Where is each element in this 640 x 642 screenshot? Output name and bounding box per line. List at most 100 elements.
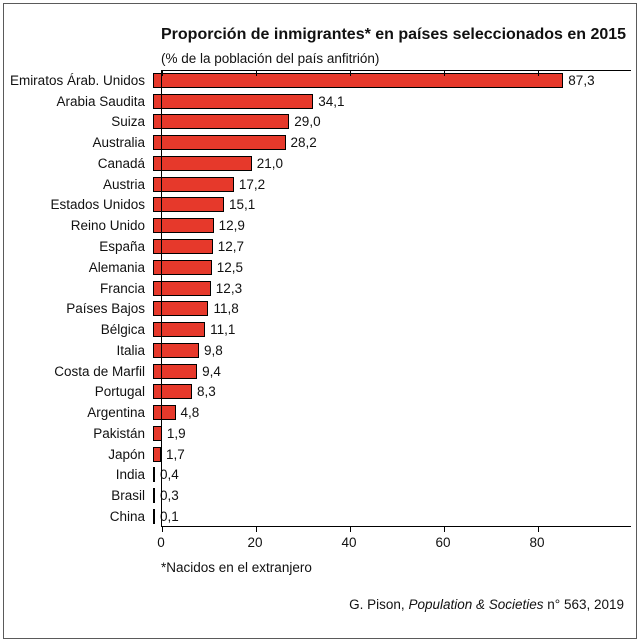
bar-row: Emiratos Árab. Unidos 87,3: [4, 70, 634, 91]
value-label: 9,4: [202, 363, 221, 379]
country-label: Austria: [102, 176, 145, 192]
x-tick-label: 60: [435, 535, 451, 550]
bar: [153, 342, 200, 358]
tick-mark-bottom: [350, 526, 351, 532]
bar-rows: Emiratos Árab. Unidos 87,3 Arabia Saudita 3…: [4, 70, 634, 527]
bar: [153, 425, 162, 441]
bar-row: Italia 9,8: [4, 340, 634, 361]
country-label: India: [115, 467, 145, 483]
bar: [153, 259, 212, 275]
bar-row: Estados Unidos 15,1: [4, 195, 634, 216]
bar-track: 0,4: [153, 467, 634, 483]
bar-row: Bélgica 11,1: [4, 319, 634, 340]
bar-row: Canadá 21,0: [4, 153, 634, 174]
source-journal: Population & Societies: [408, 597, 544, 612]
bar-track: 0,3: [153, 488, 634, 504]
country-label: Suiza: [111, 114, 145, 130]
bar: [153, 239, 213, 254]
bar-row: Portugal 8,3: [4, 381, 634, 402]
x-tick-label: 20: [247, 535, 263, 550]
bar-track: 8,3: [153, 384, 634, 400]
value-label: 12,7: [217, 239, 244, 254]
country-label: Arabia Saudita: [56, 93, 145, 109]
bar-track: 4,8: [153, 405, 634, 421]
bar-track: 11,8: [153, 301, 634, 317]
tick-mark-bottom: [444, 526, 445, 532]
value-label: 1,9: [166, 425, 186, 441]
bar-track: 9,8: [153, 342, 634, 358]
chart-subtitle: (% de la población del país anfitrión): [161, 51, 380, 66]
bar-track: 12,5: [153, 259, 634, 275]
value-label: 17,2: [238, 176, 266, 192]
country-label: Bélgica: [100, 322, 145, 338]
chart-title: Proporción de inmigrantes* en países sel…: [161, 26, 627, 43]
bar-row: Argentina 4,8: [4, 402, 634, 423]
bar-track: 17,2: [153, 176, 634, 192]
country-label: España: [99, 239, 145, 254]
bar-track: 9,4: [153, 363, 634, 379]
country-label: Italia: [116, 342, 145, 358]
country-label: Brasil: [111, 488, 145, 504]
bar-track: 28,2: [153, 135, 634, 151]
value-label: 0,3: [160, 488, 179, 504]
value-label: 29,0: [294, 114, 321, 130]
bar-track: 29,0: [153, 114, 634, 130]
value-label: 11,8: [213, 301, 239, 317]
bar-row: España 12,7: [4, 236, 634, 257]
bar: [153, 446, 161, 462]
bar-track: 0,1: [153, 508, 634, 524]
bar: [153, 467, 155, 483]
bar-track: 12,3: [153, 280, 634, 296]
bar-row: India 0,4: [4, 465, 634, 486]
bar: [153, 384, 192, 400]
value-label: 9,8: [204, 342, 223, 358]
x-tick-label: 40: [341, 535, 357, 550]
source-prefix: G. Pison,: [349, 597, 409, 612]
source-line: G. Pison, Population & Societies n° 563,…: [349, 597, 624, 612]
bar: [153, 197, 224, 213]
value-label: 87,3: [568, 72, 595, 88]
country-label: Francia: [99, 280, 145, 296]
bar-track: 15,1: [153, 197, 634, 213]
bar-track: 87,3: [153, 72, 634, 88]
bar: [153, 93, 314, 109]
bar-row: China 0,1: [4, 506, 634, 527]
value-label: 8,3: [197, 384, 216, 400]
bar-row: Costa de Marfil 9,4: [4, 361, 634, 382]
value-label: 21,0: [256, 155, 283, 171]
country-label: Australia: [92, 135, 145, 151]
country-label: Argentina: [87, 405, 145, 421]
country-label: Japón: [108, 446, 145, 462]
bar: [153, 135, 286, 151]
bar-track: 34,1: [153, 93, 634, 109]
bar: [153, 155, 252, 171]
value-label: 11,1: [210, 322, 236, 338]
value-label: 28,2: [290, 135, 317, 151]
bar-row: Japón 1,7: [4, 444, 634, 465]
bar-row: Alemania 12,5: [4, 257, 634, 278]
country-label: China: [109, 508, 145, 524]
bar: [153, 508, 155, 524]
bar-row: Pakistán 1,9: [4, 423, 634, 444]
source-suffix: n° 563, 2019: [543, 597, 624, 612]
bar-track: 1,9: [153, 425, 634, 441]
tick-mark-bottom: [538, 526, 539, 532]
bar: [153, 488, 155, 504]
bar: [153, 301, 209, 317]
country-label: Alemania: [88, 259, 145, 275]
bar-row: Arabia Saudita 34,1: [4, 91, 634, 112]
value-label: 0,4: [160, 467, 179, 483]
bar-row: Brasil 0,3: [4, 485, 634, 506]
country-label: Canadá: [97, 155, 145, 171]
bar: [153, 363, 198, 379]
country-label: Emiratos Árab. Unidos: [9, 72, 145, 88]
country-label: Pakistán: [93, 425, 145, 441]
bar-row: Reino Unido 12,9: [4, 215, 634, 236]
bar: [153, 176, 234, 192]
bar: [153, 72, 564, 88]
x-tick-labels: 0 20 40 60 80: [157, 535, 631, 553]
bar: [153, 218, 214, 234]
bar-row: Australia 28,2: [4, 132, 634, 153]
value-label: 12,5: [216, 259, 244, 275]
bar-track: 1,7: [153, 446, 634, 462]
